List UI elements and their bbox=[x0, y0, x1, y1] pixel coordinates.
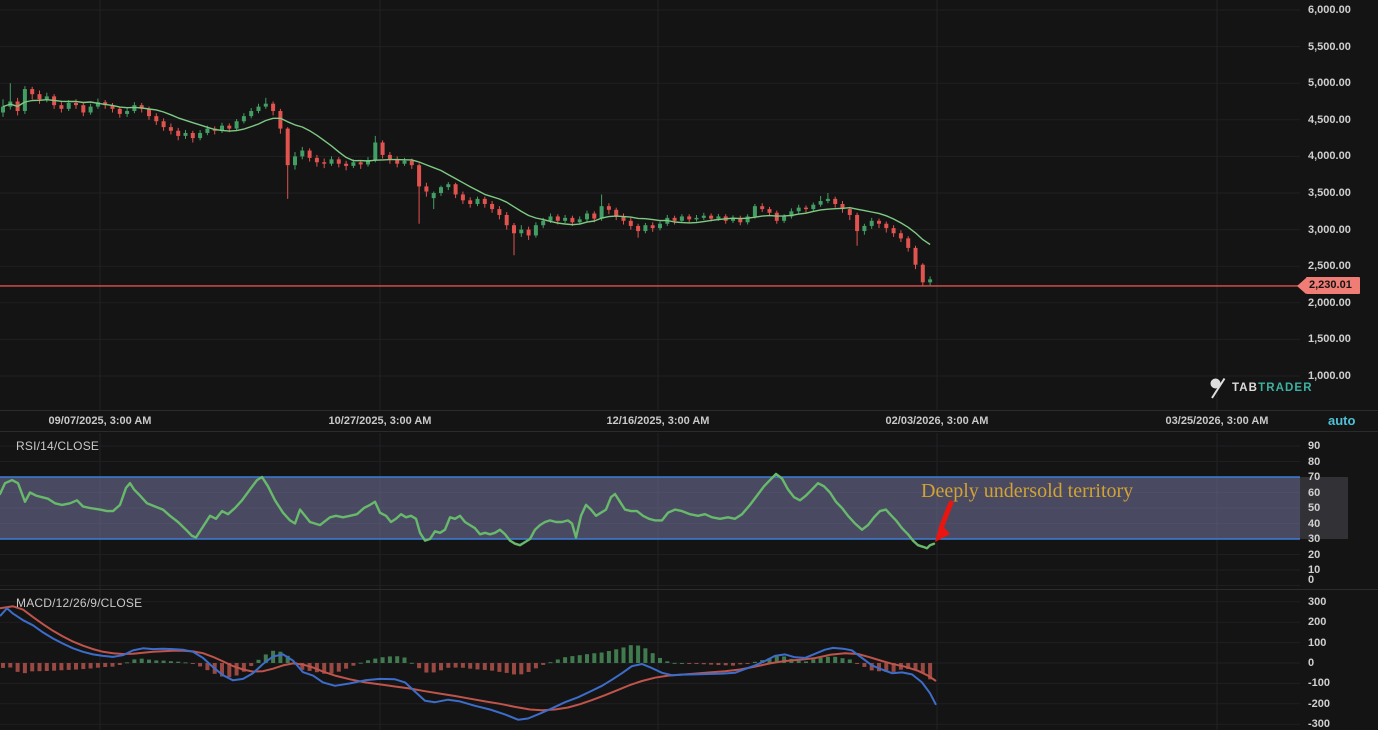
rsi-panel[interactable]: RSI/14/CLOSE bbox=[0, 433, 1300, 589]
price-axis-tick: 5,000.00 bbox=[1308, 77, 1351, 90]
macd-panel[interactable]: MACD/12/26/9/CLOSE bbox=[0, 590, 1300, 730]
price-axis-tick: 1,000.00 bbox=[1308, 370, 1351, 382]
rsi-axis-tick: 80 bbox=[1308, 455, 1321, 468]
macd-axis-tick: -100 bbox=[1308, 677, 1331, 690]
macd-panel-label: MACD/12/26/9/CLOSE bbox=[16, 596, 143, 610]
price-chart[interactable] bbox=[0, 0, 1300, 410]
price-axis-tick: 4,500.00 bbox=[1308, 113, 1351, 126]
time-axis-tick: 02/03/2026, 3:00 AM bbox=[885, 415, 989, 427]
rsi-axis-tick: 10 bbox=[1308, 564, 1321, 576]
macd-axis-tick: -300 bbox=[1308, 718, 1331, 730]
tabtrader-watermark: TABTRADER bbox=[1209, 377, 1313, 399]
rsi-axis-tick: 20 bbox=[1308, 548, 1321, 561]
time-axis-tick: 10/27/2025, 3:00 AM bbox=[328, 415, 432, 427]
rsi-band-axis-highlight bbox=[1300, 477, 1348, 539]
price-panel[interactable] bbox=[0, 0, 1300, 410]
rsi-axis[interactable]: 90 80 70 60 50 40 30 20 10 0 bbox=[1300, 433, 1378, 589]
price-axis-tick: 3,000.00 bbox=[1308, 223, 1351, 236]
price-axis-tick: 6,000.00 bbox=[1308, 4, 1351, 16]
macd-axis-tick: -200 bbox=[1308, 697, 1331, 710]
watermark-tab: TAB bbox=[1232, 382, 1259, 394]
rsi-axis-tick: 30 bbox=[1308, 533, 1321, 545]
macd-chart[interactable] bbox=[0, 590, 1300, 730]
rsi-axis-tick: 50 bbox=[1308, 502, 1321, 514]
price-axis[interactable]: 6,000.00 5,500.00 5,000.00 4,500.00 4,000.00… bbox=[1300, 0, 1378, 410]
price-axis-tick: 2,000.00 bbox=[1308, 296, 1351, 309]
rsi-axis-tick: 70 bbox=[1308, 471, 1321, 483]
rsi-axis-tick: 90 bbox=[1308, 440, 1321, 452]
rsi-chart[interactable] bbox=[0, 433, 1300, 589]
price-tag-notch-icon bbox=[1297, 277, 1306, 294]
time-axis-tick: 09/07/2025, 3:00 AM bbox=[48, 415, 152, 427]
rsi-panel-label: RSI/14/CLOSE bbox=[16, 439, 100, 453]
annotation-undersold[interactable]: Deeply undersold territory bbox=[921, 480, 1134, 502]
price-axis-tick: 3,500.00 bbox=[1308, 187, 1351, 199]
rsi-axis-tick: 40 bbox=[1308, 517, 1321, 530]
price-axis-tick: 1,500.00 bbox=[1308, 333, 1351, 346]
macd-axis-tick: 100 bbox=[1308, 636, 1327, 649]
rsi-axis-tick: 60 bbox=[1308, 486, 1321, 499]
time-axis[interactable]: 09/07/2025, 3:00 AM 10/27/2025, 3:00 AM 12… bbox=[0, 410, 1378, 432]
macd-axis[interactable]: 300 200 100 0 -100 -200 -300 bbox=[1300, 590, 1378, 730]
time-axis-tick: 03/25/2026, 3:00 AM bbox=[1165, 415, 1269, 427]
panel-separator bbox=[0, 589, 1378, 590]
tabtrader-logo-icon bbox=[1210, 377, 1226, 399]
annotation-arrow-icon[interactable] bbox=[935, 500, 954, 542]
macd-axis-tick: 0 bbox=[1308, 657, 1315, 669]
last-price-tag: 2,230.01 bbox=[1297, 277, 1360, 295]
watermark-trader: TRADER bbox=[1258, 382, 1313, 394]
last-price-value: 2,230.01 bbox=[1306, 277, 1360, 295]
time-axis-tick: 12/16/2025, 3:00 AM bbox=[606, 415, 710, 427]
macd-axis-tick: 300 bbox=[1308, 595, 1327, 608]
rsi-axis-tick: 0 bbox=[1308, 574, 1315, 586]
auto-scale-button[interactable]: auto bbox=[1328, 413, 1356, 428]
price-axis-tick: 5,500.00 bbox=[1308, 40, 1351, 53]
macd-axis-tick: 200 bbox=[1308, 616, 1327, 629]
price-axis-tick: 2,500.00 bbox=[1308, 260, 1351, 273]
price-axis-tick: 4,000.00 bbox=[1308, 150, 1351, 163]
